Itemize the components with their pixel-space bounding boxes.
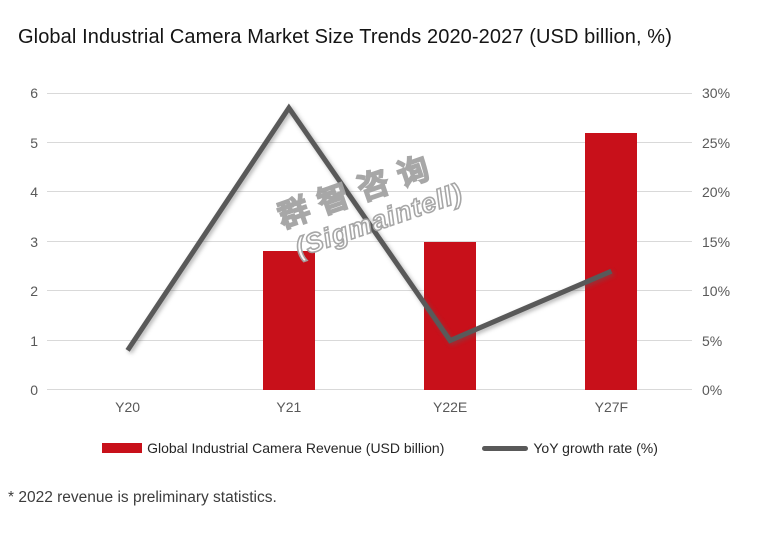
growth-line-swatch-icon [482, 445, 529, 451]
legend-label-growth: YoY growth rate (%) [533, 440, 658, 456]
bar-Y21 [262, 251, 315, 390]
revenue-bar-swatch-icon [102, 443, 143, 453]
right-axis-tick: 15% [702, 233, 731, 250]
yoy-growth-polyline [125, 103, 613, 352]
gridline [47, 290, 692, 291]
left-axis-tick: 6 [30, 85, 38, 101]
right-axis-tick: 20% [702, 184, 731, 200]
right-axis-tick: 5% [702, 332, 723, 349]
x-axis-label: Y21 [276, 399, 302, 415]
footnote: * 2022 revenue is preliminary statistics… [8, 489, 277, 506]
legend: Global Industrial Camera Revenue (USD bi… [0, 440, 760, 456]
left-axis-tick: 4 [30, 184, 38, 200]
gridline [47, 93, 692, 94]
x-axis-label: Y22E [433, 399, 468, 415]
right-axis-tick: 25% [702, 134, 731, 151]
right-axis-tick: 10% [702, 283, 731, 299]
gridline [47, 191, 692, 192]
legend-item-revenue: Global Industrial Camera Revenue (USD bi… [102, 440, 444, 456]
chart-title: Global Industrial Camera Market Size Tre… [18, 26, 672, 48]
gridline [47, 141, 692, 143]
x-axis-label: Y27F [594, 399, 629, 415]
left-axis-tick: 0 [30, 382, 38, 398]
legend-item-growth: YoY growth rate (%) [482, 440, 658, 456]
bar-Y27F [585, 132, 638, 390]
x-axis-label: Y20 [115, 399, 141, 415]
plot-area [47, 93, 692, 390]
gridline [47, 339, 692, 341]
gridline [47, 240, 692, 242]
left-axis-tick: 2 [30, 283, 38, 299]
left-axis-tick: 5 [30, 134, 38, 151]
right-axis-tick: 30% [702, 85, 731, 101]
left-axis-tick: 1 [30, 332, 38, 349]
left-axis-tick: 3 [30, 233, 38, 250]
yoy-growth-line [125, 103, 613, 352]
right-axis-tick: 0% [702, 382, 723, 398]
gridline [47, 389, 692, 390]
legend-label-revenue: Global Industrial Camera Revenue (USD bi… [147, 440, 445, 456]
